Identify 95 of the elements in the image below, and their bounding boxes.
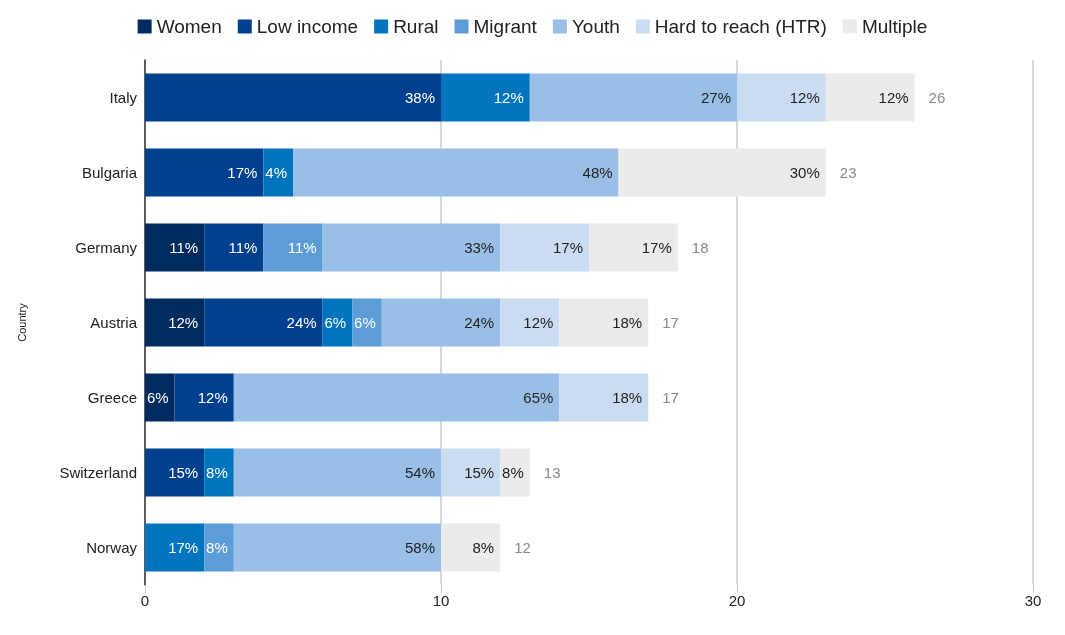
bar: [233, 523, 441, 572]
annotation: 6%: [324, 314, 347, 331]
bar: [145, 523, 205, 572]
bar: [263, 148, 293, 197]
total-label: 12: [514, 539, 531, 556]
y-tick-label: Austria: [90, 314, 138, 331]
bar: [293, 148, 619, 197]
bar: [145, 448, 205, 497]
annotation: 27%: [700, 89, 731, 106]
y-tick-label: Italy: [109, 89, 138, 106]
bar: [233, 448, 441, 497]
bar: [529, 73, 737, 122]
annotation: 12%: [523, 314, 554, 331]
annotation: 17%: [641, 239, 672, 256]
y-tick-label: Greece: [87, 389, 137, 406]
total-label: 26: [928, 89, 946, 106]
annotation: 11%: [228, 239, 258, 256]
annotation: 15%: [168, 464, 199, 481]
bar: [441, 73, 530, 122]
legend-label: Women: [156, 16, 222, 37]
bar: [559, 373, 649, 422]
annotation: 18%: [612, 389, 643, 406]
annotation: 33%: [464, 239, 495, 256]
annotation: 8%: [206, 539, 228, 556]
annotation: 6%: [146, 389, 169, 406]
bar: [204, 448, 234, 497]
y-tick-label: Norway: [86, 539, 138, 556]
annotation: 38%: [404, 89, 435, 106]
annotation: 12%: [789, 89, 820, 106]
x-tick-label: 30: [1024, 592, 1042, 609]
annotation: 65%: [523, 389, 554, 406]
annotation: 12%: [168, 314, 199, 331]
annotation: 8%: [502, 464, 524, 481]
annotation: 48%: [582, 164, 613, 181]
bar: [263, 223, 323, 272]
bar: [618, 148, 826, 197]
annotation: 54%: [404, 464, 435, 481]
bar: [589, 223, 678, 272]
bar: [352, 298, 382, 347]
annotation: 58%: [404, 539, 435, 556]
annotation: 17%: [552, 239, 583, 256]
bar: [825, 73, 915, 122]
total-label: 17: [662, 389, 679, 406]
bar: [441, 523, 501, 572]
y-tick-label: Germany: [75, 239, 138, 256]
legend-label: Low income: [256, 16, 359, 37]
legend-label: Hard to reach (HTR): [654, 16, 827, 37]
legend-label: Migrant: [473, 16, 538, 37]
annotation: 17%: [227, 164, 258, 181]
bar: [500, 223, 589, 272]
bar: [559, 298, 649, 347]
annotation: 6%: [354, 314, 376, 331]
total-label: 23: [839, 164, 857, 181]
y-tick-label: Bulgaria: [81, 164, 138, 181]
annotation: 24%: [286, 314, 317, 331]
total-label: 18: [691, 239, 709, 256]
annotation: 11%: [287, 239, 317, 256]
legend-label: Multiple: [861, 16, 928, 37]
bar: [204, 223, 264, 272]
y-axis-title: Country: [15, 302, 28, 342]
bar: [145, 73, 441, 122]
bar: [233, 373, 560, 422]
legend-label: Rural: [393, 16, 439, 37]
annotation: 24%: [464, 314, 495, 331]
total-label: 13: [543, 464, 561, 481]
bar: [145, 148, 264, 197]
annotation: 15%: [464, 464, 495, 481]
x-tick-label: 20: [728, 592, 746, 609]
bar: [174, 373, 234, 422]
annotation: 4%: [265, 164, 287, 181]
bar: [145, 223, 205, 272]
bar: [145, 373, 175, 422]
annotation: 12%: [493, 89, 524, 106]
annotation: 17%: [168, 539, 199, 556]
x-tick-label: 10: [432, 592, 450, 609]
bar: [204, 523, 234, 572]
bar: [145, 298, 205, 347]
bar: [500, 448, 530, 497]
bar: [441, 448, 501, 497]
annotation: 11%: [169, 239, 199, 256]
bar: [381, 298, 501, 347]
annotation: 8%: [472, 539, 495, 556]
x-tick-label: 0: [140, 592, 150, 609]
legend-label: Youth: [571, 16, 620, 37]
total-label: 17: [662, 314, 679, 331]
annotation: 8%: [206, 464, 228, 481]
bar: [500, 298, 560, 347]
annotation: 12%: [878, 89, 909, 106]
bar: [737, 73, 826, 122]
y-tick-label: Switzerland: [59, 464, 137, 481]
bar: [204, 298, 323, 347]
annotation: 18%: [612, 314, 643, 331]
bar: [322, 223, 501, 272]
annotation: 12%: [197, 389, 228, 406]
annotation: 30%: [789, 164, 820, 181]
